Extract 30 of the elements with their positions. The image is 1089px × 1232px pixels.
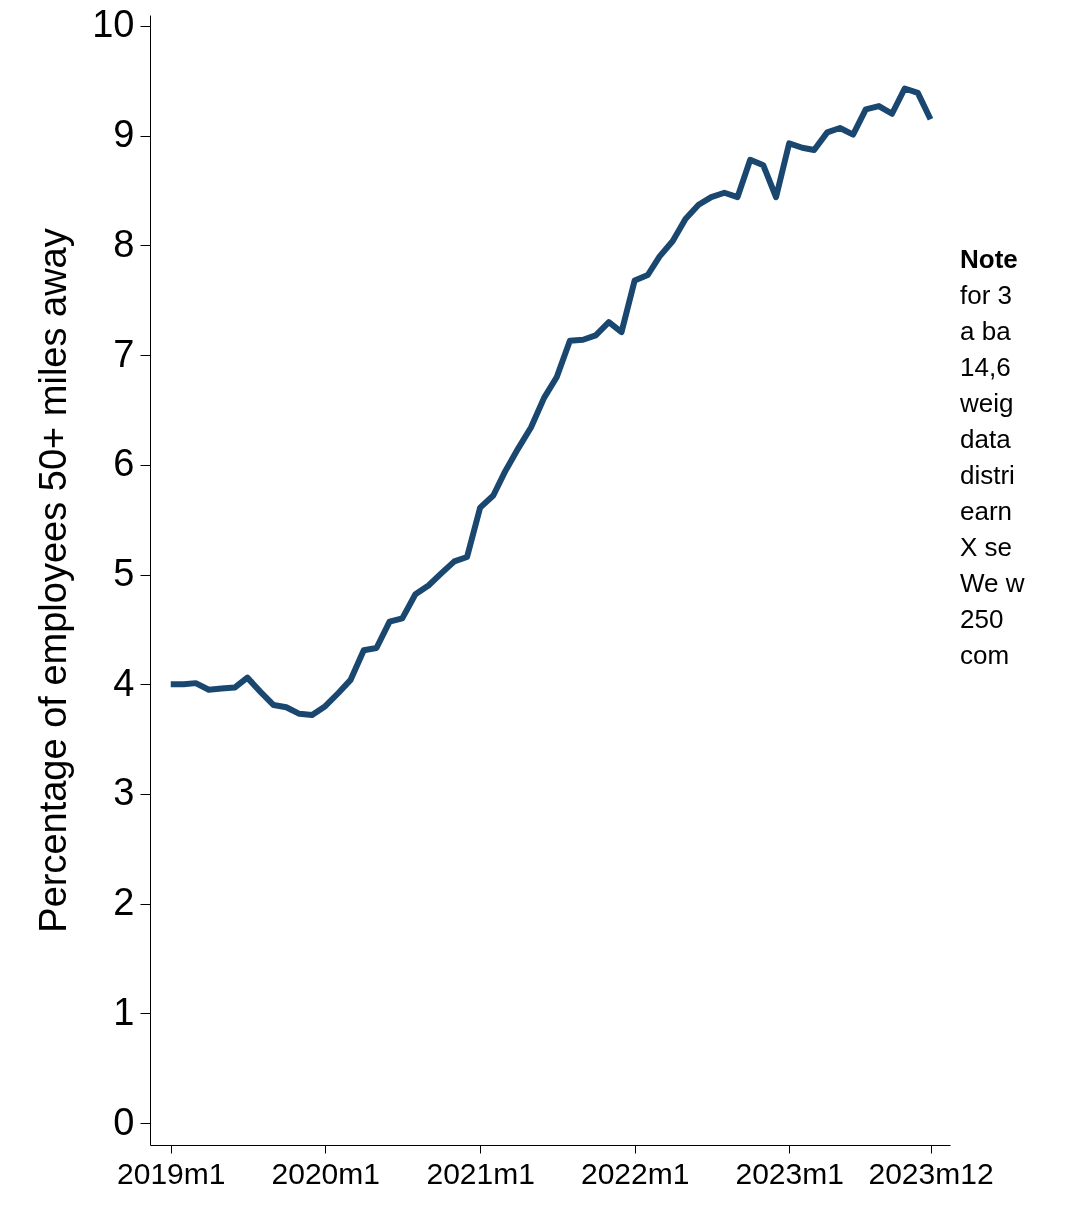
y-axis-title: Percentage of employees 50+ miles away [32, 228, 75, 933]
x-tick-label: 2023m1 [735, 1156, 844, 1190]
y-tick-label: 8 [113, 222, 135, 265]
text: X se [960, 532, 1013, 562]
y-tick-label: 1 [113, 990, 135, 1033]
text: for 3 [960, 280, 1013, 310]
text: Note [960, 244, 1018, 274]
text: a ba [960, 316, 1012, 346]
y-tick-label: 4 [113, 661, 135, 704]
y-tick-label: 2 [113, 881, 135, 924]
x-tick-label: 2021m1 [426, 1156, 535, 1190]
x-tick-label: 2023m12 [868, 1156, 994, 1190]
text: distri [960, 460, 1015, 490]
y-tick-label: 0 [113, 1100, 135, 1143]
y-tick-label: 7 [113, 332, 135, 375]
y-tick-label: 9 [113, 113, 135, 156]
y-tick-label: 10 [92, 3, 135, 46]
text: We w [960, 568, 1025, 598]
text: data [960, 424, 1012, 454]
text: 14,6 [960, 352, 1011, 382]
text: earn [960, 496, 1013, 526]
x-tick-label: 2020m1 [271, 1156, 380, 1190]
x-tick-label: 2022m1 [580, 1156, 690, 1190]
text: com [960, 640, 1010, 670]
y-tick-label: 5 [113, 552, 135, 595]
y-tick-label: 6 [113, 442, 135, 485]
text: 250 [960, 604, 1004, 634]
x-tick-label: 2019m1 [117, 1156, 226, 1190]
text: weig [959, 388, 1014, 418]
y-tick-label: 3 [113, 771, 135, 814]
